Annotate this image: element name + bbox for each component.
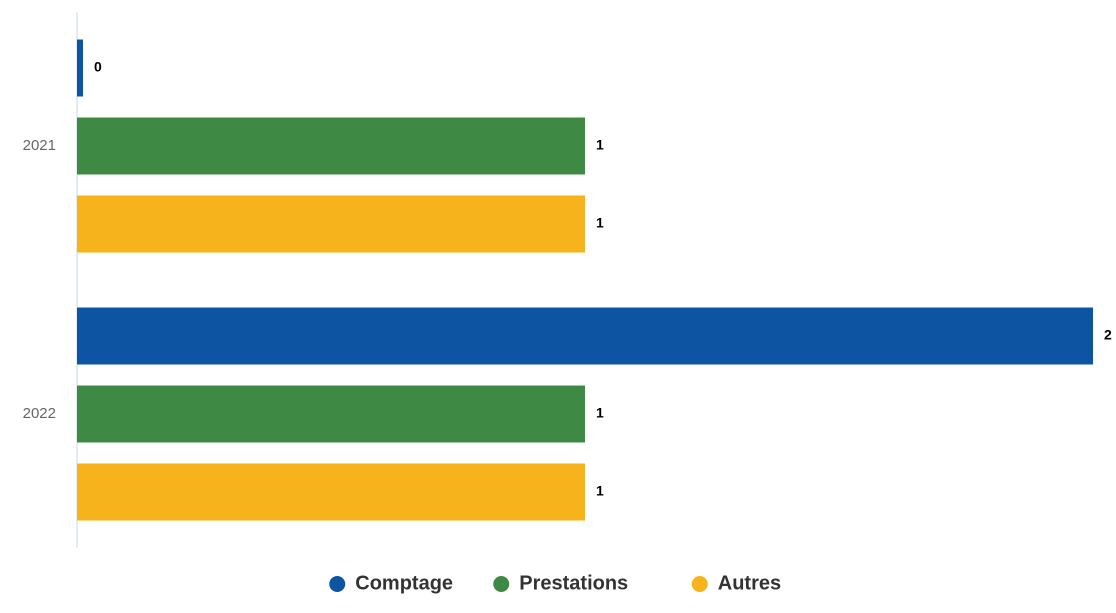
category-label-2021: 2021 <box>23 137 56 154</box>
legend-marker-autres <box>691 576 708 592</box>
data-label-prestations-2021: 1 <box>596 137 604 153</box>
legend-item-comptage[interactable]: Comptage <box>329 572 453 594</box>
bar-prestations-2021[interactable] <box>77 117 585 175</box>
category-label-2022: 2022 <box>23 405 56 422</box>
bar-comptage-2021[interactable] <box>77 39 83 97</box>
legend-label-comptage: Comptage <box>355 572 453 594</box>
legend-item-autres[interactable]: Autres <box>691 572 781 594</box>
data-label-comptage-2021: 0 <box>94 59 102 75</box>
legend-label-prestations: Prestations <box>519 572 628 594</box>
bar-prestations-2022[interactable] <box>77 385 585 443</box>
labels-group: 2021 0 1 1 2022 2 1 1 <box>23 59 1112 499</box>
data-label-comptage-2022: 2 <box>1104 327 1112 343</box>
legend-marker-comptage <box>329 576 346 592</box>
legend-marker-prestations <box>493 576 510 592</box>
legend-label-autres: Autres <box>718 572 781 594</box>
data-label-autres-2022: 1 <box>596 483 604 499</box>
legend-item-prestations[interactable]: Prestations <box>493 572 628 594</box>
bar-autres-2021[interactable] <box>77 195 585 253</box>
data-label-autres-2021: 1 <box>596 215 604 231</box>
bars-group <box>77 39 1093 521</box>
bar-autres-2022[interactable] <box>77 463 585 521</box>
data-label-prestations-2022: 1 <box>596 405 604 421</box>
legend: Comptage Prestations Autres <box>329 572 781 594</box>
bar-comptage-2022[interactable] <box>77 307 1093 365</box>
